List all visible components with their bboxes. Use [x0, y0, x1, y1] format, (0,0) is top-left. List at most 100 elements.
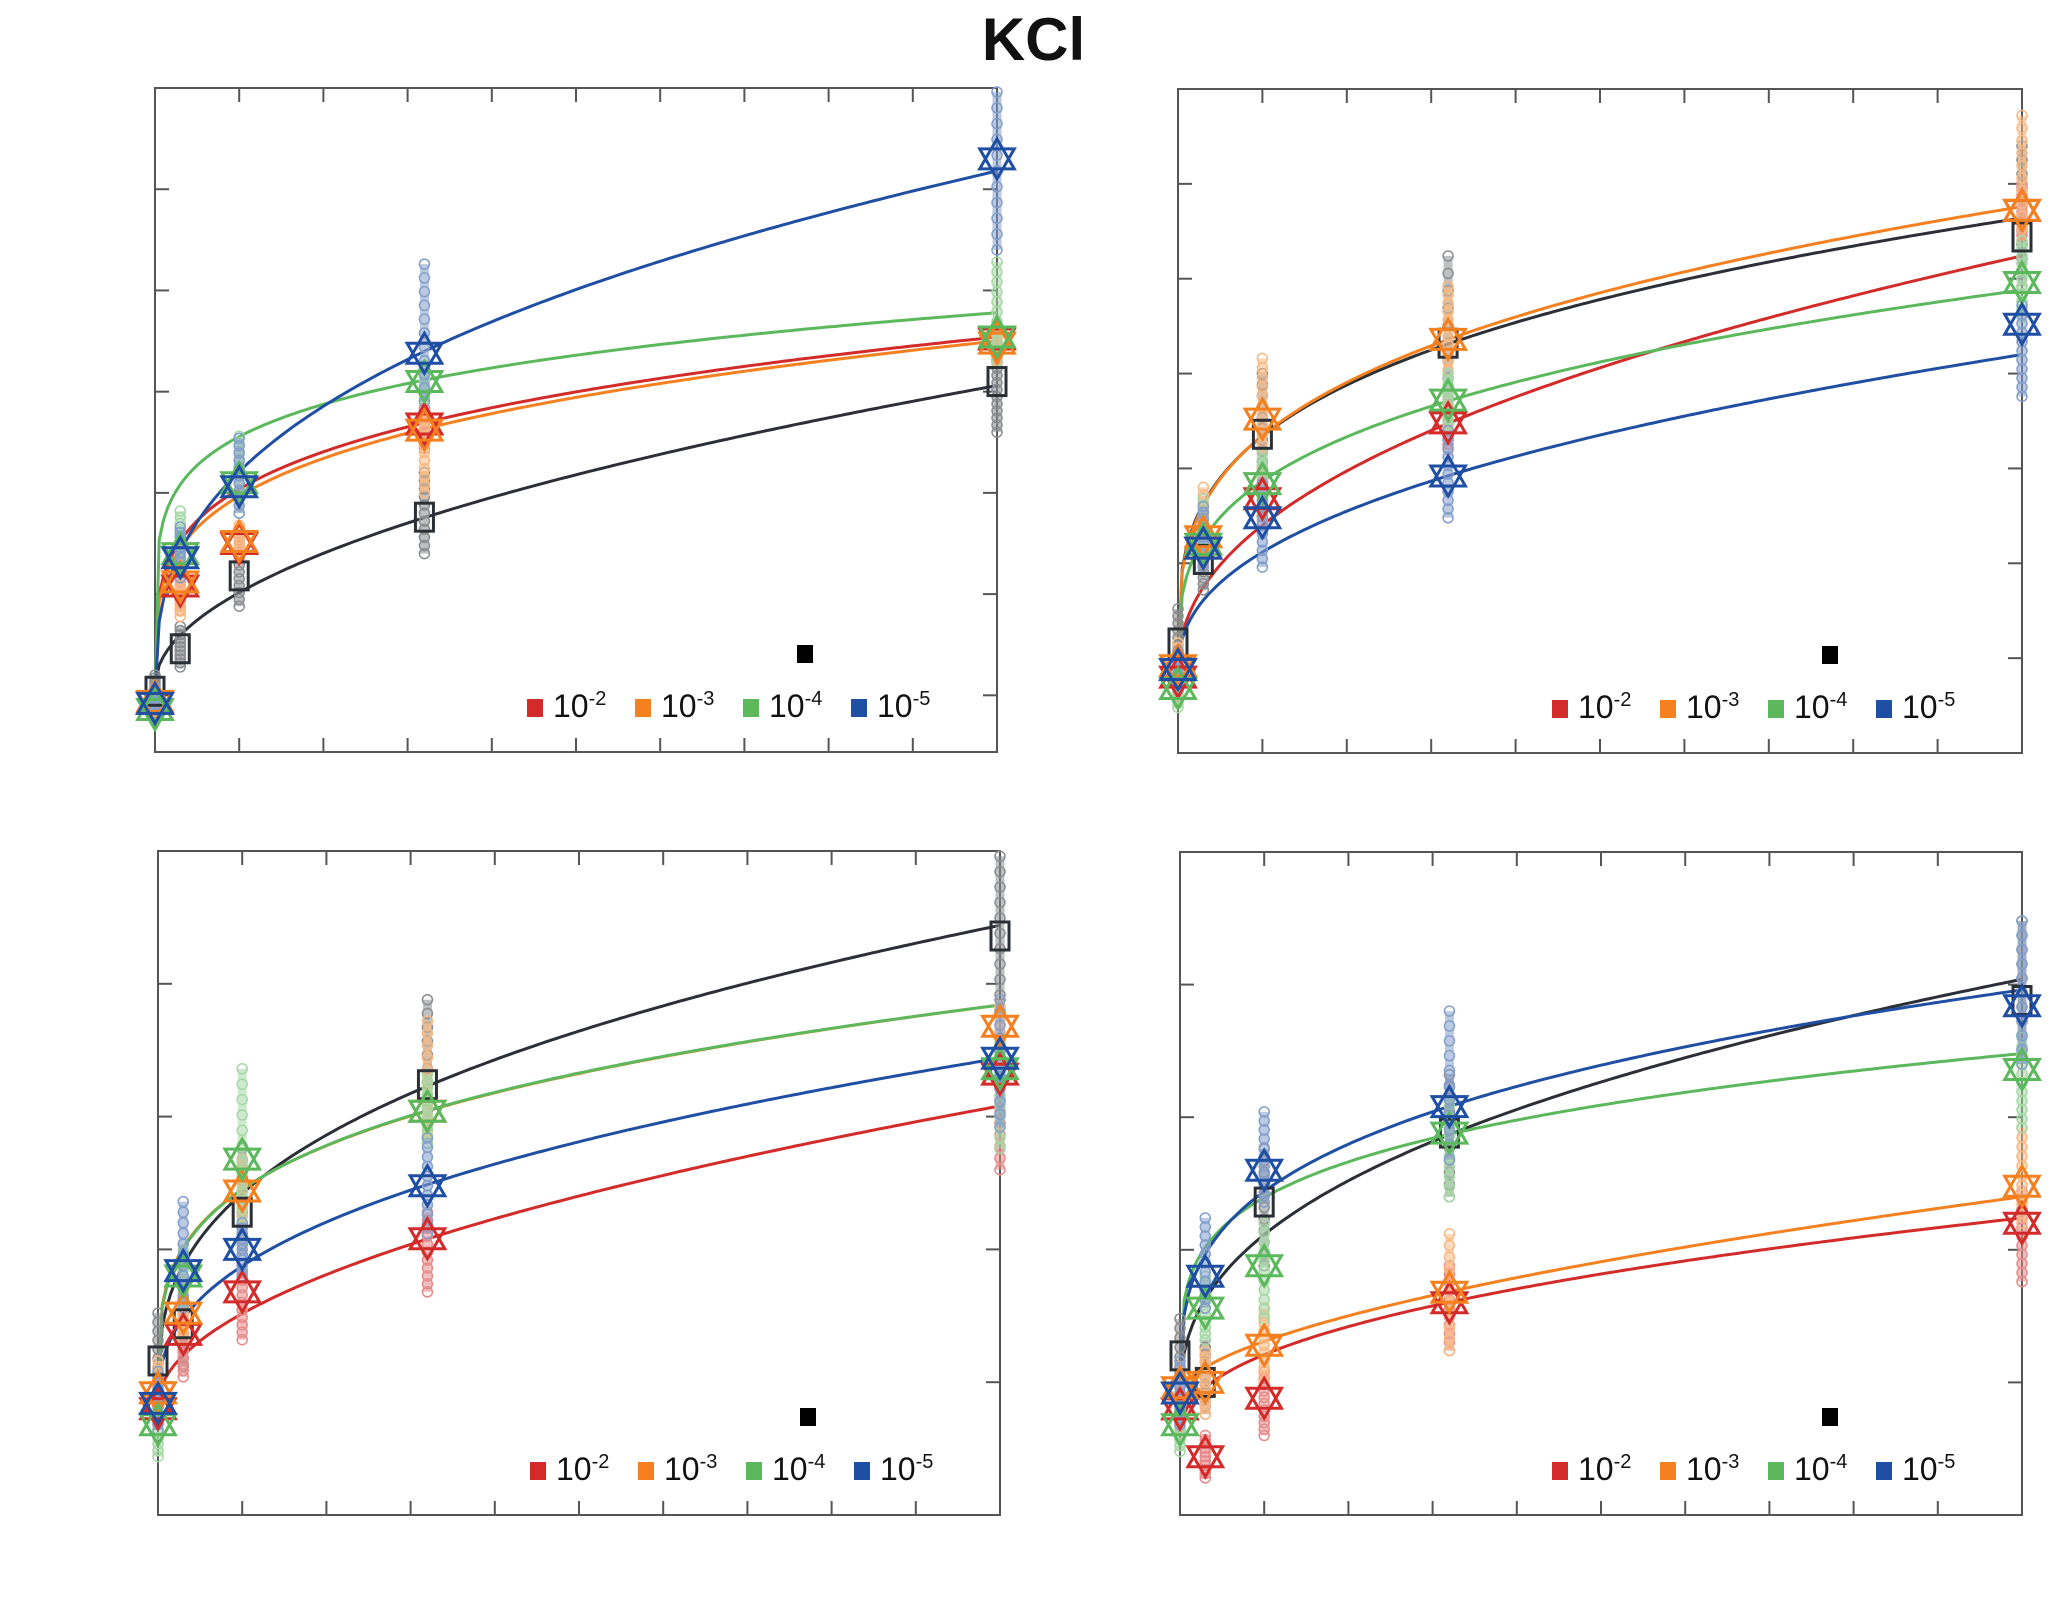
- fit-curve-series-4: [1178, 988, 2023, 1404]
- legend-label: 10-5: [880, 1451, 933, 1487]
- mean-marker-star: [219, 463, 260, 510]
- fit-curve-series-4: [1176, 353, 2023, 674]
- panel-c: 10-2 10-3 10-4 10-5: [138, 850, 1020, 1516]
- mean-marker-star: [1244, 1375, 1285, 1422]
- legend-label: 10-2: [1578, 1451, 1631, 1487]
- legend-label-exponent: -5: [913, 688, 931, 710]
- legend-label-base: 10: [880, 1451, 916, 1487]
- legend-label-exponent: -4: [805, 688, 823, 710]
- fit-curve-series-1: [156, 1104, 1001, 1404]
- mean-marker-star: [2002, 1046, 2042, 1093]
- legend-swatch-pure-ice: [1822, 1408, 1838, 1426]
- legend-swatch: [1660, 1462, 1676, 1480]
- legend-label-base: 10: [1794, 689, 1830, 725]
- legend-label: 10-3: [661, 688, 714, 724]
- fit-curve-series-1: [1176, 254, 2023, 674]
- mean-marker-star: [1244, 1242, 1285, 1289]
- legend-swatch-pure-ice: [797, 645, 813, 663]
- legend-label: 10-3: [664, 1451, 717, 1487]
- legend-swatch: [530, 1462, 546, 1480]
- legend-label-base: 10: [772, 1451, 808, 1487]
- mean-marker-star: [1244, 1147, 1285, 1194]
- legend-label-base: 10: [553, 688, 589, 724]
- mean-marker-star: [1160, 1369, 1200, 1417]
- mean-marker-pure-ice: [231, 1196, 253, 1228]
- legend-swatch: [1876, 700, 1892, 718]
- legend-swatch: [1768, 1462, 1784, 1480]
- legend-label: 10-3: [1686, 689, 1739, 725]
- legend-label-exponent: -5: [916, 1451, 934, 1473]
- panel-b: 10-2 10-3 10-4 10-5: [1158, 88, 2042, 754]
- mean-marker-star: [222, 1268, 263, 1315]
- legend-label-base: 10: [1578, 1451, 1614, 1487]
- mean-marker-star: [2002, 301, 2042, 348]
- legend-label-base: 10: [664, 1451, 700, 1487]
- legend-swatch: [1768, 700, 1784, 718]
- legend-swatch: [527, 699, 543, 717]
- legend-label-base: 10: [769, 688, 805, 724]
- mean-marker-star: [1242, 494, 1283, 541]
- mean-marker-star: [1185, 1433, 1226, 1480]
- legend-label-base: 10: [877, 688, 913, 724]
- mean-marker-star: [163, 1290, 204, 1337]
- mean-marker-star: [2002, 259, 2042, 306]
- mean-marker-star: [2002, 1163, 2042, 1210]
- panel-d: 10-2 10-3 10-4 10-5: [1160, 851, 2042, 1516]
- mean-marker-star: [977, 135, 1017, 182]
- fit-curve-series-2: [1176, 205, 2023, 666]
- fit-curve-series-2: [153, 339, 998, 696]
- mean-marker-star: [1429, 1110, 1470, 1157]
- legend-label: 10-2: [1578, 689, 1631, 725]
- mean-marker-star: [977, 313, 1017, 361]
- plot-frame: [157, 850, 1001, 1516]
- plot-frame: [154, 87, 998, 753]
- legend-swatch: [851, 699, 867, 717]
- mean-marker-star: [1428, 452, 1468, 500]
- mean-marker-star: [407, 1215, 448, 1262]
- legend-label-exponent: -2: [589, 688, 607, 710]
- legend-label-exponent: -3: [1722, 689, 1740, 711]
- mean-marker-star: [219, 518, 260, 565]
- legend-swatch: [635, 699, 651, 717]
- mean-marker-star: [163, 1247, 204, 1294]
- legend-label-base: 10: [556, 1451, 592, 1487]
- legend-swatch: [1660, 700, 1676, 718]
- mean-marker-star: [980, 1035, 1020, 1082]
- mean-marker-star: [138, 1380, 178, 1427]
- legend-label-base: 10: [661, 688, 697, 724]
- legend-label-exponent: -4: [1830, 689, 1848, 711]
- legend-label: 10-4: [1794, 1451, 1847, 1487]
- legend-swatch: [1552, 1462, 1568, 1480]
- fit-curve-series-2: [1178, 1195, 2023, 1394]
- legend-label: 10-3: [1686, 1451, 1739, 1487]
- mean-marker-pure-ice: [1251, 418, 1273, 450]
- plot-frame: [1179, 851, 2023, 1516]
- fit-curve-series-3: [1176, 288, 2023, 674]
- mean-marker-star: [2002, 982, 2042, 1029]
- mean-marker-star: [2002, 187, 2042, 234]
- legend-label-exponent: -2: [1614, 689, 1632, 711]
- fit-curve-series-3: [156, 1003, 1001, 1404]
- mean-marker-star: [1183, 525, 1224, 572]
- legend-swatch: [743, 699, 759, 717]
- legend-label: 10-5: [877, 688, 930, 724]
- fit-curve-series-1: [153, 335, 998, 696]
- mean-marker-star: [407, 1162, 448, 1209]
- legend-label-exponent: -3: [1722, 1451, 1740, 1473]
- fit-curve-pure-ice: [153, 384, 998, 686]
- mean-marker-star: [1428, 316, 1468, 363]
- legend-label: 10-5: [1902, 1451, 1955, 1487]
- legend-label-exponent: -5: [1938, 1451, 1956, 1473]
- panel-a: 10-2 10-3 10-4 10-5: [135, 86, 1017, 753]
- mean-marker-star: [1242, 396, 1283, 443]
- mean-marker-pure-ice: [169, 633, 191, 665]
- legend-swatch: [746, 1462, 762, 1480]
- legend-swatch-pure-ice: [1822, 646, 1838, 664]
- mean-marker-star: [1244, 1322, 1285, 1369]
- mean-marker-star: [1185, 1359, 1226, 1406]
- mean-marker-star: [407, 1088, 448, 1135]
- legend-label-base: 10: [1686, 1451, 1722, 1487]
- legend-label-base: 10: [1794, 1451, 1830, 1487]
- legend-swatch-pure-ice: [800, 1408, 816, 1426]
